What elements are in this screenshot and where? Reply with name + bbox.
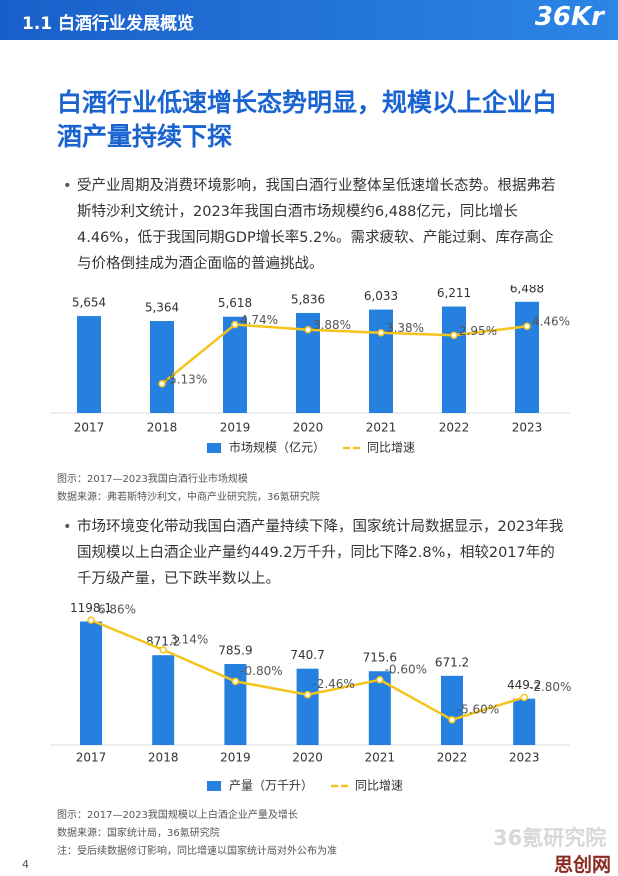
chart: 2017 2018 2019 2020 2021 2022 20231198.1871.27… <box>50 601 571 793</box>
point <box>523 322 531 330</box>
line-label: 2.95% <box>459 324 497 338</box>
logo: 36Kr <box>534 2 604 32</box>
x-tick-label: 2023 <box>512 421 543 435</box>
point <box>450 331 458 340</box>
watermark: 思创网 <box>554 854 612 876</box>
legend-label: 同比增速 <box>367 441 415 455</box>
bar <box>80 621 102 745</box>
point <box>231 677 240 686</box>
line-label: 4.46% <box>532 315 570 329</box>
bar-label: 6,488 <box>510 285 544 295</box>
header-bar: 1.1 白酒行业发展概览 36Kr <box>0 0 618 40</box>
watermark: 36氪研究院 <box>493 826 607 850</box>
line-label: -0.80% <box>240 664 282 678</box>
bar-label: 5,618 <box>218 296 252 310</box>
legend-label: 市场规模（亿元） <box>229 440 325 455</box>
note: 注：受后续数据修订影响，同比增速以国家统计局对外公布为准 <box>57 846 337 857</box>
bar-label: 6,211 <box>437 286 471 300</box>
line <box>161 323 528 385</box>
bar-label: 6,033 <box>364 289 398 303</box>
bar <box>368 671 391 745</box>
x-tick-label: 2021 <box>366 421 397 435</box>
source: 数据来源：弗若斯特沙利文，中商产业研究院，36氪研究院 <box>57 492 320 503</box>
point <box>304 325 312 334</box>
point <box>158 380 166 388</box>
point <box>376 676 384 684</box>
bar-label: 740.7 <box>290 648 324 662</box>
paragraph: 市场环境变化带动我国白酒产量持续下降，国家统计局数据显示，2023年我国规模以上… <box>63 514 567 592</box>
page-number: 4 <box>22 858 29 871</box>
bar-label: 715.6 <box>363 651 397 665</box>
section-title: 1.1 白酒行业发展概览 <box>22 14 195 34</box>
point <box>87 616 95 624</box>
line-label: 3.14% <box>170 632 208 646</box>
line-label: -2.80% <box>529 680 571 694</box>
line-label: -0.60% <box>385 662 427 676</box>
legend-swatch <box>207 781 221 791</box>
point <box>231 320 239 329</box>
bar <box>515 301 539 413</box>
x-tick-label: 2022 <box>439 421 470 435</box>
bar-label: 449.2 <box>507 678 541 692</box>
bar-label: 5,654 <box>72 296 106 310</box>
bar-label: 5,364 <box>145 301 179 315</box>
bar-label: 671.2 <box>435 655 469 669</box>
page-title: 白酒行业低速增长态势明显，规模以上企业白酒产量持续下探 <box>57 88 558 151</box>
line-label: 3.88% <box>313 318 351 332</box>
x-tick-label: 2018 <box>147 421 178 435</box>
line-label: -5.13% <box>165 372 207 386</box>
bar <box>224 663 247 745</box>
line-label: -5.60% <box>457 702 499 716</box>
bar <box>442 306 466 413</box>
x-tick-label: 2019 <box>220 751 251 765</box>
line-label: 6.86% <box>98 603 136 617</box>
point <box>520 693 528 702</box>
legend-label: 同比增速 <box>355 779 403 793</box>
x-tick-label: 2017 <box>74 421 105 435</box>
x-tick-label: 2020 <box>292 751 323 765</box>
point <box>303 690 312 699</box>
bar <box>150 321 174 413</box>
x-tick-label: 2022 <box>437 751 468 765</box>
point <box>159 646 167 654</box>
point <box>377 328 385 337</box>
x-tick-label: 2018 <box>148 751 179 765</box>
point <box>448 716 456 724</box>
bar <box>223 316 247 413</box>
legend-label: 产量（万千升） <box>229 779 313 793</box>
x-tick-label: 2021 <box>365 751 396 765</box>
bar <box>77 316 101 413</box>
bar-label: 785.9 <box>218 643 252 657</box>
caption: 图示：2017—2023我国规模以上白酒企业产量及增长 <box>57 810 298 821</box>
bar <box>513 698 536 745</box>
line-label: 3.38% <box>386 321 424 335</box>
legend-swatch <box>207 443 221 453</box>
paragraph: 受产业周期及消费环境影响，我国白酒行业整体呈低速增长态势。根据弗若斯特沙利文统计… <box>63 173 567 277</box>
bar <box>441 675 463 745</box>
line-label: 4.74% <box>240 313 278 327</box>
bar-label: 5,836 <box>291 292 325 306</box>
bar <box>152 655 175 745</box>
caption: 图示：2017—2023我国白酒行业市场规模 <box>57 474 248 485</box>
x-tick-label: 2023 <box>509 751 540 765</box>
source: 数据来源：国家统计局，36氪研究院 <box>57 828 220 839</box>
bar <box>296 668 319 745</box>
chart: 2017 2018 2019 2020 2021 2022 2023 5,654 5,364 5,… <box>50 285 570 455</box>
x-tick-label: 2017 <box>76 751 107 765</box>
line-label: -2.46% <box>312 677 354 691</box>
x-tick-label: 2020 <box>293 421 324 435</box>
bar <box>369 309 393 413</box>
bar-label: 1198.1 <box>70 601 112 615</box>
x-tick-label: 2019 <box>220 421 251 435</box>
